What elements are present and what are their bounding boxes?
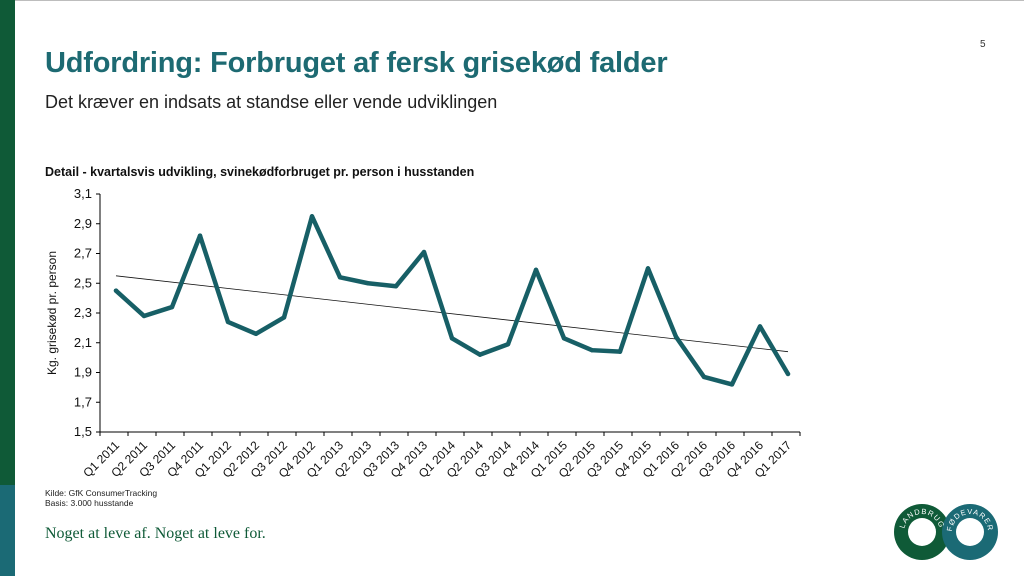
data-point: [225, 319, 231, 325]
data-point: [589, 347, 595, 353]
data-point: [253, 331, 259, 337]
brand-side-bar-green: [0, 0, 15, 485]
chart-title: Detail - kvartalsvis udvikling, svinekød…: [45, 165, 475, 179]
data-point: [281, 315, 287, 320]
y-tick-label: 2,9: [74, 216, 92, 231]
page-subtitle: Det kræver en indsats at standse eller v…: [45, 92, 498, 112]
data-point: [141, 313, 147, 319]
data-point: [505, 342, 511, 347]
data-point: [757, 324, 763, 329]
y-tick-label: 2,5: [74, 275, 92, 290]
y-tick-label: 1,9: [74, 365, 92, 380]
tagline: Noget at leve af. Noget at leve for.: [45, 525, 266, 542]
landbrug-foedevarer-logo: LANDBRUG FØDEVARER: [894, 504, 998, 560]
data-point: [673, 334, 679, 339]
data-point: [169, 304, 175, 310]
data-point: [477, 352, 483, 357]
series-line: [113, 214, 791, 387]
basis-line: Basis: 3.000 husstande: [45, 498, 134, 508]
data-point: [449, 336, 455, 341]
data-point: [337, 275, 343, 280]
data-point: [197, 233, 203, 238]
source-note: Kilde: GfK ConsumerTracking Basis: 3.000…: [45, 488, 157, 508]
data-point: [421, 249, 427, 255]
data-point: [729, 382, 735, 387]
top-rule: [0, 0, 1024, 1]
y-tick-label: 3,1: [74, 186, 92, 201]
data-point: [533, 267, 539, 273]
y-tick-label: 1,5: [74, 424, 92, 439]
y-tick-label: 2,3: [74, 305, 92, 320]
page-title: Udfordring: Forbruget af fersk grisekød …: [45, 47, 668, 79]
y-tick-label: 1,7: [74, 394, 92, 409]
data-point: [365, 281, 371, 286]
data-point: [645, 266, 651, 271]
data-point: [617, 349, 623, 354]
brand-side-bar-teal: [0, 485, 15, 576]
source-line: Kilde: GfK ConsumerTracking: [45, 488, 158, 498]
y-tick-label: 2,7: [74, 246, 92, 261]
data-point: [701, 374, 707, 380]
data-point: [113, 288, 119, 293]
data-point: [561, 336, 567, 341]
y-tick-label: 2,1: [74, 335, 92, 350]
y-axis-label: Kg. grisekød pr. person: [45, 251, 59, 375]
data-point: [393, 284, 399, 289]
page-number: 5: [980, 39, 986, 50]
data-point: [309, 214, 315, 219]
data-point: [785, 371, 791, 377]
